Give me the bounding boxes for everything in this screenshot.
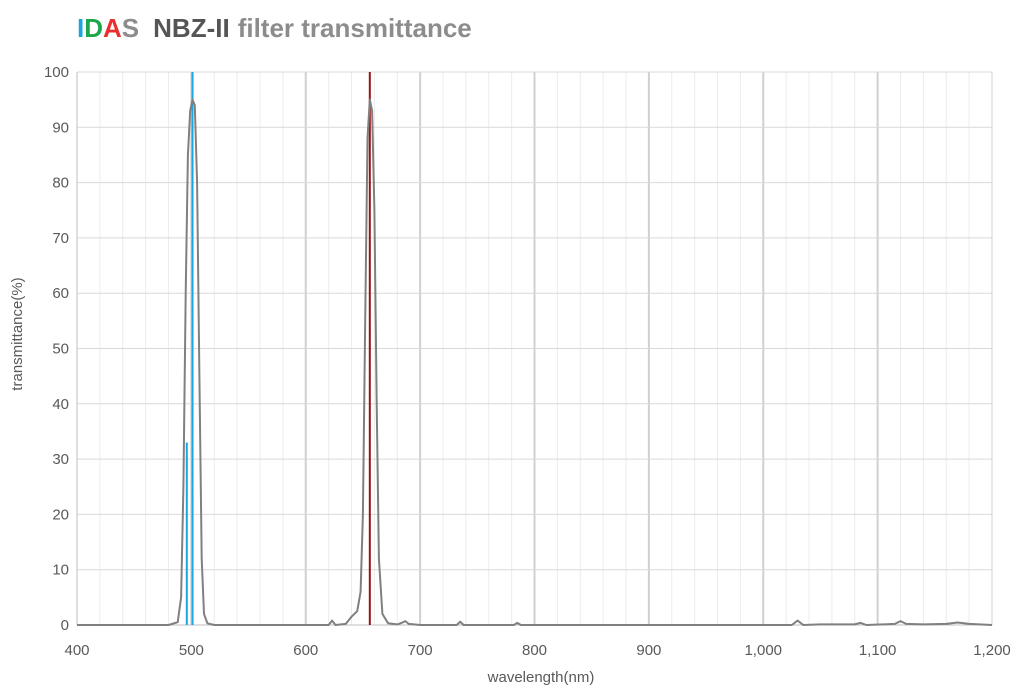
y-tick-label: 20: [52, 506, 69, 523]
title-rest: filter transmittance: [237, 13, 472, 43]
brand-letter-d: D: [84, 13, 104, 43]
y-tick-label: 100: [44, 64, 69, 81]
y-tick-label: 70: [52, 230, 69, 247]
x-tick-label: 1,200: [973, 642, 1011, 659]
major-gridlines: [77, 71, 992, 625]
x-tick-label: 1,100: [859, 642, 897, 659]
x-tick-label: 400: [64, 642, 89, 659]
title-model: NBZ-II: [153, 13, 230, 43]
brand-letter-a: A: [103, 13, 122, 43]
x-axis-label: wavelength(nm): [487, 669, 595, 686]
y-tick-label: 90: [52, 119, 69, 136]
y-tick-label: 80: [52, 175, 69, 192]
y-axis-label: transmittance(%): [9, 277, 26, 390]
emission-markers: [185, 72, 371, 625]
x-tick-label: 600: [293, 642, 318, 659]
y-tick-label: 50: [52, 341, 69, 358]
x-tick-label: 900: [636, 642, 661, 659]
brand-letter-s: S: [121, 13, 140, 43]
x-tick-label: 1,000: [744, 642, 782, 659]
x-tick-label: 500: [179, 642, 204, 659]
chart-title: IDAS NBZ-II filter transmittance: [77, 13, 472, 44]
x-tick-label: 700: [408, 642, 433, 659]
brand-logo: IDAS: [77, 13, 139, 43]
y-tick-label: 60: [52, 285, 69, 302]
brand-letter-i: I: [77, 13, 85, 43]
y-tick-label: 40: [52, 396, 69, 413]
x-tick-label: 800: [522, 642, 547, 659]
y-tick-label: 10: [52, 562, 69, 579]
y-tick-label: 30: [52, 451, 69, 468]
y-tick-labels: 0 10 20 30 40 50 60 70 80 90 100: [44, 64, 69, 634]
series-group: [77, 98, 993, 626]
series-line-0: [77, 98, 993, 626]
y-tick-label: 0: [61, 617, 69, 634]
x-tick-labels: 400 500 600 700 800 900 1,000 1,100 1,200: [64, 642, 1010, 659]
